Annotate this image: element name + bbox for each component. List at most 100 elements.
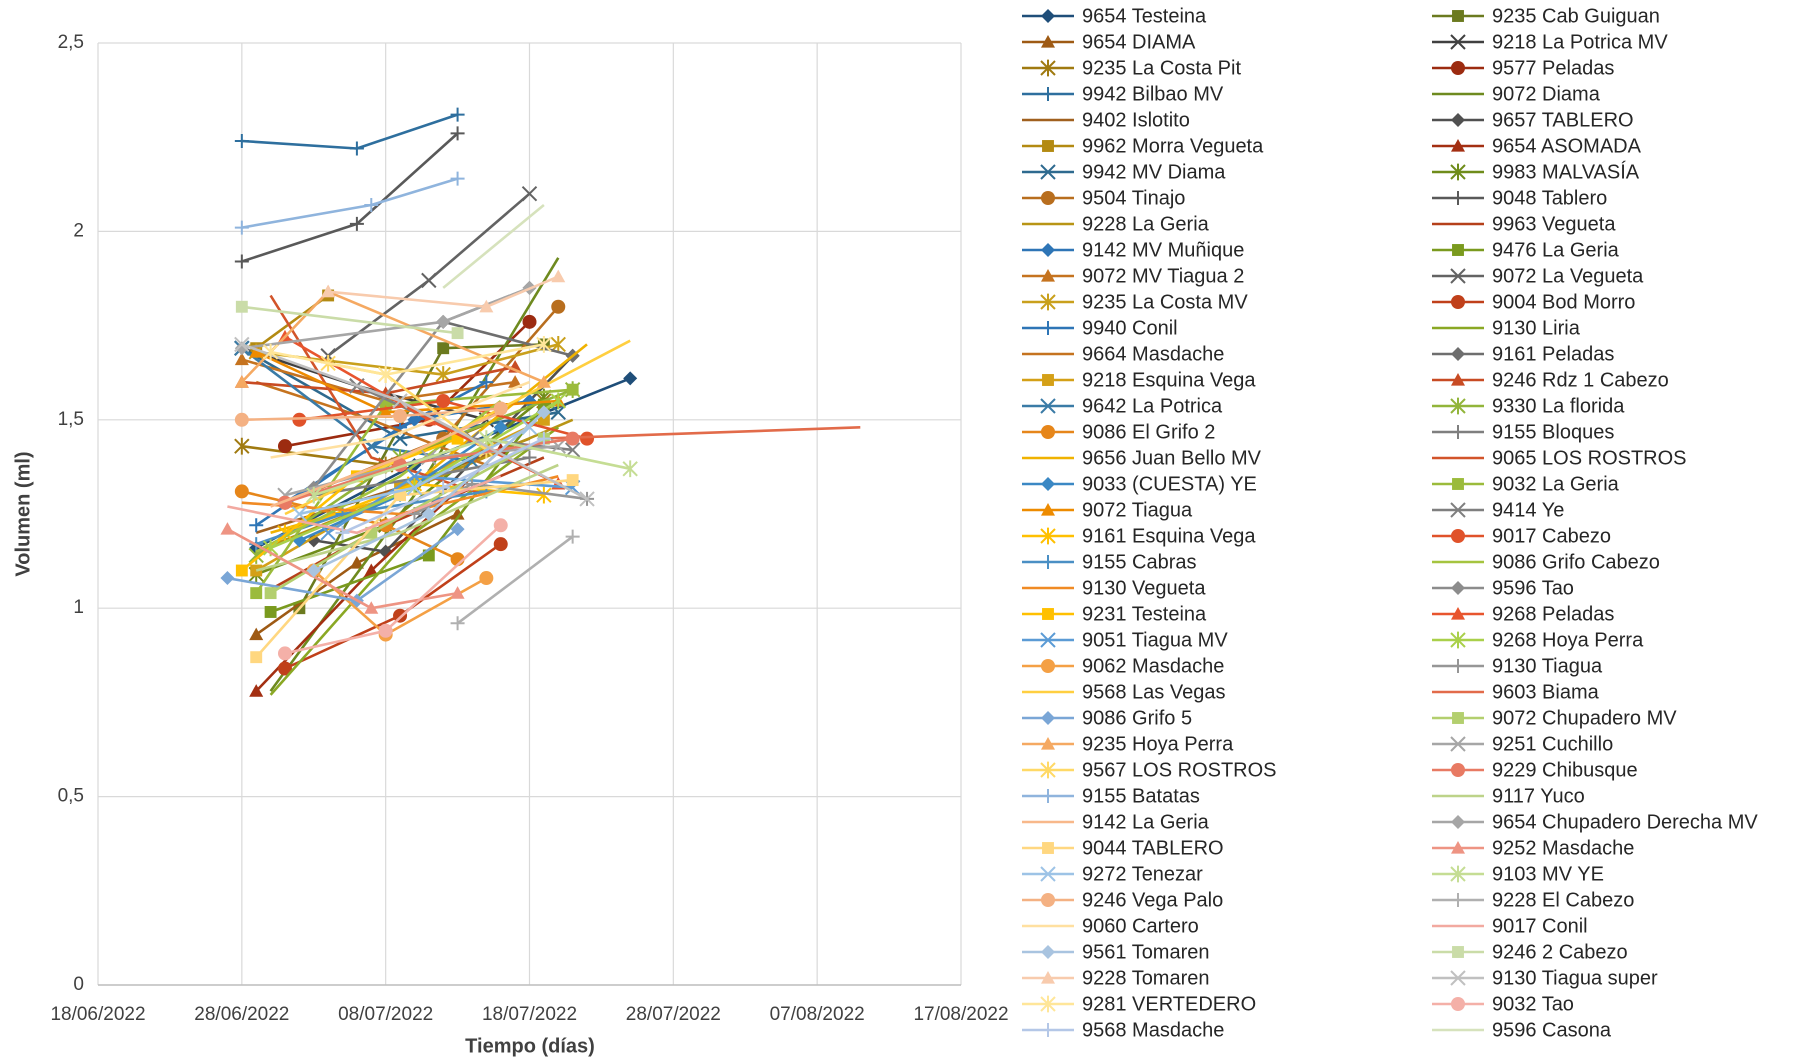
legend-label: 9218 La Potrica MV: [1492, 31, 1668, 53]
legend-marker: [1451, 659, 1465, 673]
legend-marker: [1451, 607, 1465, 620]
legend-marker: [1041, 35, 1055, 48]
point-marker: [579, 491, 595, 507]
legend-label: 9476 La Geria: [1492, 239, 1620, 261]
legend-label: 9117 Yuco: [1492, 785, 1585, 807]
x-tick-label: 28/06/2022: [194, 1004, 289, 1025]
legend-label: 9654 Testeina: [1082, 5, 1207, 27]
legend-marker: [1451, 581, 1465, 595]
legend-marker: [1450, 163, 1466, 181]
legend-label: 9251 Cuchillo: [1492, 733, 1613, 755]
legend: 9654 Testeina 9235 Cab Guiguan 9654 DIAMA 9…: [1022, 5, 1758, 1041]
legend-label: 9032 Tao: [1492, 993, 1574, 1015]
legend-marker: [1450, 268, 1466, 284]
legend-marker: [1041, 477, 1055, 491]
legend-label: 9246 Vega Palo: [1082, 889, 1223, 911]
point-marker: [508, 375, 523, 388]
point-marker: [566, 383, 579, 396]
legend-label: 9155 Bloques: [1492, 421, 1614, 443]
point-marker: [277, 646, 292, 661]
point-marker: [234, 375, 249, 388]
point-marker: [234, 336, 250, 353]
point-marker: [537, 413, 550, 426]
point-marker: [406, 479, 423, 496]
point-marker: [220, 522, 235, 535]
legend-label: 9246 Rdz 1 Cabezo: [1492, 369, 1669, 391]
point-marker: [436, 314, 451, 329]
legend-label: 9654 DIAMA: [1082, 31, 1196, 53]
point-marker: [450, 107, 465, 122]
legend-label: 9983 MALVASÍA: [1492, 160, 1640, 183]
point-marker: [364, 563, 379, 577]
legend-marker: [1041, 321, 1055, 335]
point-marker: [220, 571, 235, 586]
point-marker: [551, 269, 566, 283]
legend-marker: [1450, 397, 1466, 415]
point-marker: [249, 627, 264, 641]
legend-label: 9048 Tablero: [1492, 187, 1607, 209]
legend-label: 9142 MV Muñique: [1082, 239, 1244, 261]
point-marker: [450, 126, 465, 141]
legend-marker: [1040, 293, 1056, 311]
y-axis-title: Volumen (ml): [12, 451, 34, 576]
legend-label: 9235 La Costa MV: [1082, 291, 1248, 313]
point-marker: [349, 141, 364, 156]
point-marker: [277, 661, 292, 676]
legend-label: 9942 MV Diama: [1082, 161, 1226, 183]
legend-marker: [1451, 113, 1465, 127]
legend-label: 9656 Juan Bello MV: [1082, 447, 1262, 469]
legend-marker: [1041, 945, 1055, 959]
legend-label: 9086 Grifo 5: [1082, 707, 1192, 729]
legend-label: 9962 Morra Vegueta: [1082, 135, 1264, 157]
point-marker: [550, 392, 566, 410]
point-marker: [393, 409, 408, 424]
point-marker: [493, 537, 508, 552]
x-axis-title: Tiempo (días): [465, 1035, 595, 1057]
point-marker: [450, 522, 465, 537]
legend-label: 9072 Diama: [1492, 83, 1601, 105]
point-marker: [249, 518, 264, 533]
legend-label: 9072 La Vegueta: [1492, 265, 1644, 287]
legend-label: 9228 El Cabezo: [1492, 889, 1634, 911]
point-marker: [565, 431, 580, 446]
series-line: [270, 380, 530, 459]
legend-label: 9567 LOS ROSTROS: [1082, 759, 1277, 781]
legend-marker: [1452, 244, 1464, 256]
legend-label: 9130 Liria: [1492, 317, 1581, 339]
legend-marker: [1042, 842, 1054, 854]
legend-marker: [1040, 164, 1056, 180]
legend-marker: [1451, 139, 1465, 152]
point-marker: [536, 405, 551, 420]
legend-label: 9142 La Geria: [1082, 811, 1210, 833]
legend-marker: [1451, 841, 1465, 854]
point-marker: [292, 412, 307, 427]
point-marker: [235, 564, 248, 577]
point-marker: [364, 198, 379, 213]
legend-label: 9330 La florida: [1492, 395, 1625, 417]
legend-label: 9051 Tiagua MV: [1082, 629, 1228, 651]
point-marker: [378, 623, 393, 638]
legend-marker: [1041, 971, 1055, 984]
x-tick-label: 08/07/2022: [338, 1004, 433, 1025]
legend-marker: [1040, 632, 1056, 648]
series-line: [227, 475, 502, 535]
point-marker: [378, 405, 393, 418]
y-tick-label: 0,5: [58, 786, 84, 807]
point-marker: [234, 133, 249, 148]
point-marker: [277, 439, 292, 454]
legend-marker: [1451, 425, 1465, 439]
plot-area: [220, 107, 861, 697]
point-marker: [566, 474, 579, 487]
point-marker: [291, 506, 308, 522]
legend-marker: [1041, 711, 1055, 725]
legend-label: 9161 Peladas: [1492, 343, 1614, 365]
y-tick-label: 1,5: [58, 409, 84, 430]
legend-label: 9072 Chupadero MV: [1492, 707, 1677, 729]
x-tick-label: 18/06/2022: [50, 1004, 145, 1025]
point-marker: [450, 616, 465, 631]
legend-marker: [1042, 374, 1054, 386]
series-line: [269, 426, 560, 696]
point-marker: [377, 366, 394, 383]
point-marker: [550, 336, 566, 353]
point-marker: [623, 371, 638, 386]
